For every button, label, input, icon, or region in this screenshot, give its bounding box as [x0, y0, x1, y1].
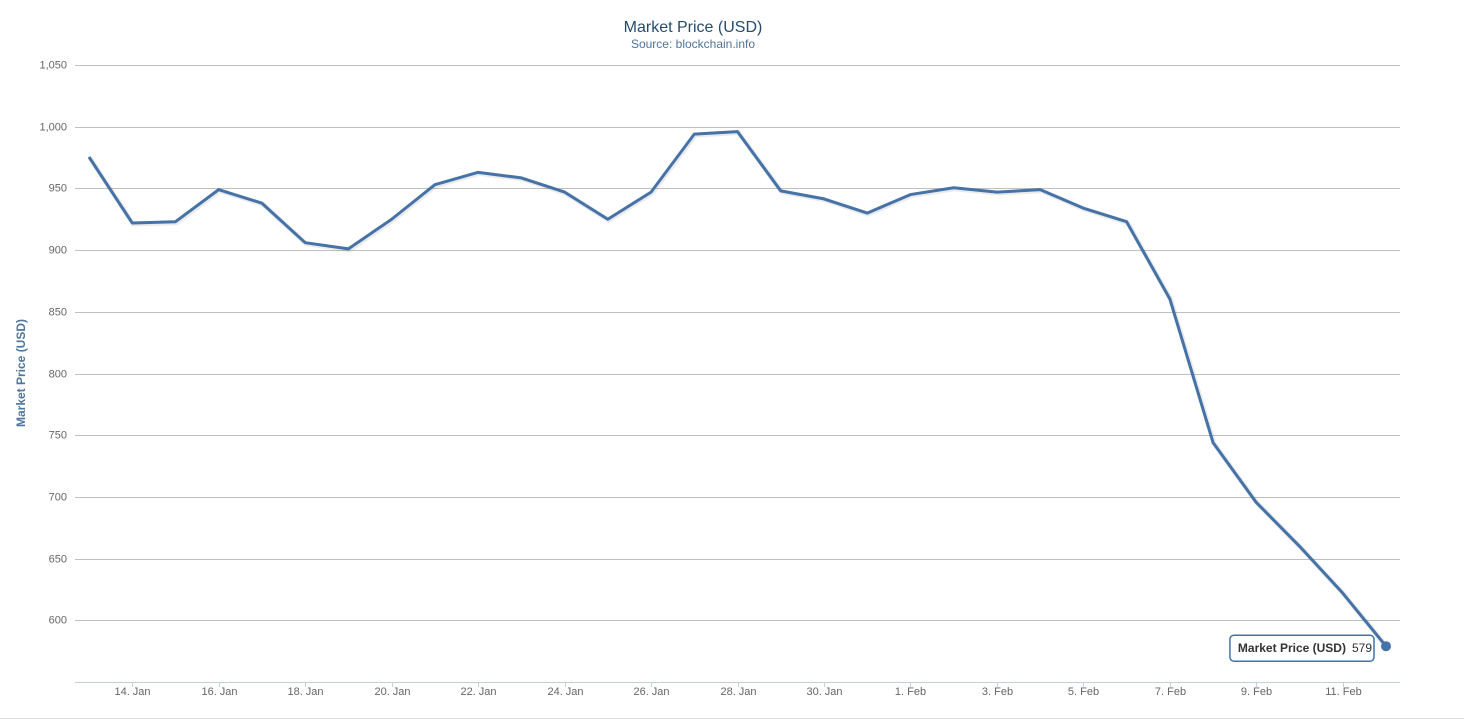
tooltip: Market Price (USD) 579 — [1229, 634, 1375, 662]
x-tick-label: 24. Jan — [547, 686, 583, 698]
series-line — [87, 130, 1388, 648]
x-tick-label: 7. Feb — [1155, 686, 1186, 698]
x-tick-label: 14. Jan — [114, 686, 150, 698]
y-axis-title: Market Price (USD) — [14, 319, 28, 427]
tooltip-box — [1229, 634, 1375, 662]
tooltip-value: 579 — [1352, 641, 1372, 655]
y-tick-label: 800 — [49, 368, 67, 380]
x-tick-label: 20. Jan — [374, 686, 410, 698]
y-tick-label: 750 — [49, 429, 67, 441]
chart-title: Market Price (USD) — [624, 19, 763, 36]
x-tick-label: 30. Jan — [806, 686, 842, 698]
x-tick-label: 1. Feb — [895, 686, 926, 698]
hover-marker — [1381, 641, 1391, 652]
x-tick-label: 5. Feb — [1068, 686, 1099, 698]
y-tick-label: 600 — [49, 614, 67, 626]
x-tick-label: 28. Jan — [720, 686, 756, 698]
x-tick-label: 3. Feb — [982, 686, 1013, 698]
x-tick-label: 9. Feb — [1241, 686, 1272, 698]
x-tick-label: 26. Jan — [633, 686, 669, 698]
x-tick-label: 16. Jan — [201, 686, 237, 698]
y-tick-label: 650 — [49, 553, 67, 565]
x-tick-label: 11. Feb — [1325, 686, 1362, 698]
y-tick-label: 900 — [49, 244, 67, 256]
y-tick-label: 700 — [49, 491, 67, 503]
y-tick-label: 850 — [49, 306, 67, 318]
x-tick-label: 18. Jan — [287, 686, 323, 698]
y-tick-label: 1,050 — [39, 59, 67, 71]
tooltip-series-name: Market Price (USD) — [1238, 641, 1346, 655]
tooltip-text: Market Price (USD) 579 — [1238, 641, 1372, 655]
line-shadow — [87, 130, 1389, 649]
chart-subtitle: Source: blockchain.info — [631, 37, 755, 51]
y-tick-label: 950 — [49, 182, 67, 194]
y-tick-label: 1,000 — [39, 121, 67, 133]
x-tick-label: 22. Jan — [460, 686, 496, 698]
